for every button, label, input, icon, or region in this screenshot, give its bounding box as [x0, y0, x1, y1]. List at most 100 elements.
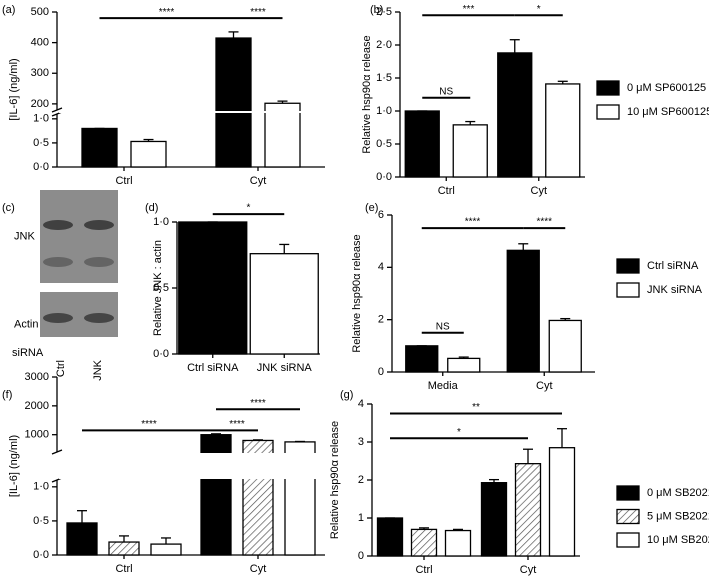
significance-label: ****	[536, 217, 552, 228]
blot-band	[43, 220, 73, 230]
y-tick-label: 2·5	[376, 6, 392, 18]
y-axis-title: Relative hsp90α release	[329, 421, 341, 539]
y-tick-label: 1·0	[33, 481, 49, 493]
y-tick-label: 1·5	[376, 72, 392, 84]
significance-label: ****	[250, 398, 266, 409]
error-bar	[419, 527, 429, 530]
y-tick-label: 4	[358, 398, 364, 410]
bar	[264, 102, 301, 168]
lane-title: siRNA	[12, 347, 44, 359]
y-tick-label: 0·5	[153, 282, 169, 294]
legend-swatch	[616, 258, 640, 274]
significance-label: NS	[436, 321, 450, 332]
bar	[404, 110, 440, 178]
axis-break-gap	[59, 453, 327, 479]
error-bar	[509, 39, 520, 53]
bar	[376, 517, 404, 557]
y-tick-label: 2	[358, 474, 364, 486]
panel-label: (c)	[2, 202, 15, 214]
y-tick-label: 1000	[25, 429, 49, 441]
significance-label: ****	[141, 419, 157, 430]
blot-band	[43, 257, 73, 267]
y-tick-label: 400	[31, 37, 49, 49]
bar	[444, 529, 472, 557]
y-tick-label: 6	[378, 209, 384, 221]
error-bar	[211, 433, 221, 435]
bar	[405, 345, 439, 373]
legend-swatch	[616, 282, 640, 298]
y-tick-label: 300	[31, 67, 49, 79]
bar	[497, 52, 533, 178]
error-bar	[119, 535, 129, 543]
legend-label: Ctrl siRNA	[647, 260, 699, 272]
error-bar	[277, 100, 288, 104]
x-tick-label: Ctrl	[115, 175, 132, 187]
y-tick-label: 1·0	[376, 105, 392, 117]
error-bar	[557, 80, 568, 84]
x-tick-label: Ctrl	[415, 564, 432, 576]
bar	[249, 253, 319, 355]
blot-band	[84, 257, 114, 267]
significance-label: *	[537, 4, 541, 15]
bar	[81, 127, 118, 168]
blot-band	[43, 313, 73, 323]
y-tick-label: 0·5	[33, 137, 49, 149]
legend-label: 10 μM SB202190	[647, 534, 709, 546]
y-tick-label: 0·0	[376, 171, 392, 183]
x-tick-label: Cyt	[531, 185, 548, 197]
significance-label: ***	[463, 4, 475, 15]
y-axis-title: Relative hsp90α release	[351, 234, 363, 352]
y-tick-label: 0	[358, 550, 364, 562]
lane-label: JNK	[92, 359, 104, 380]
error-bar	[161, 537, 171, 545]
x-tick-label: Cyt	[250, 175, 267, 187]
x-tick-label: Cyt	[520, 564, 537, 576]
y-tick-label: 2000	[25, 400, 49, 412]
y-axis-title: [IL-6] (ng/ml)	[8, 58, 20, 120]
bar	[200, 434, 232, 556]
panel-label: (f)	[2, 389, 12, 401]
error-bar	[465, 120, 476, 125]
x-tick-label: Ctrl siRNA	[187, 362, 239, 374]
bar	[447, 357, 481, 373]
legend-label: 10 μM SP600125	[627, 106, 709, 118]
x-tick-label: Media	[428, 380, 459, 392]
bar	[150, 543, 182, 556]
x-tick-label: Cyt	[536, 380, 553, 392]
significance-label: *	[457, 427, 461, 438]
y-tick-label: 0	[378, 366, 384, 378]
blot-image	[40, 190, 118, 283]
blot-band	[84, 220, 114, 230]
legend-swatch	[616, 485, 640, 501]
axis-break-gap	[59, 111, 327, 113]
legend-label: 0 μM SP600125	[627, 82, 706, 94]
significance-label: ****	[159, 7, 175, 18]
y-tick-label: 2·0	[376, 39, 392, 51]
y-tick-label: 1·0	[153, 216, 169, 228]
axis-break	[51, 107, 63, 113]
y-tick-label: 1·0	[33, 113, 49, 125]
panel-label: (d)	[145, 202, 158, 214]
y-tick-label: 200	[31, 98, 49, 110]
y-axis-title: Relative JNK : actin	[152, 240, 164, 336]
error-bar	[228, 31, 239, 39]
significance-label: ****	[229, 419, 245, 430]
y-tick-label: 3	[358, 436, 364, 448]
y-tick-label: 0·0	[33, 549, 49, 561]
bar	[215, 37, 252, 168]
bar	[480, 482, 508, 557]
y-axis-title: Relative hsp90α release	[361, 35, 373, 153]
significance-label: *	[247, 203, 251, 214]
bar	[514, 463, 542, 557]
band-label: Actin	[14, 318, 38, 330]
error-bar	[279, 243, 290, 254]
y-tick-label: 500	[31, 6, 49, 18]
y-axis-title: [IL-6] (ng/ml)	[8, 435, 20, 497]
error-bar	[523, 448, 533, 464]
error-bar	[458, 356, 469, 359]
error-bar	[518, 243, 529, 251]
legend-label: 0 μM SB202190	[647, 487, 709, 499]
x-tick-label: Ctrl	[115, 563, 132, 575]
